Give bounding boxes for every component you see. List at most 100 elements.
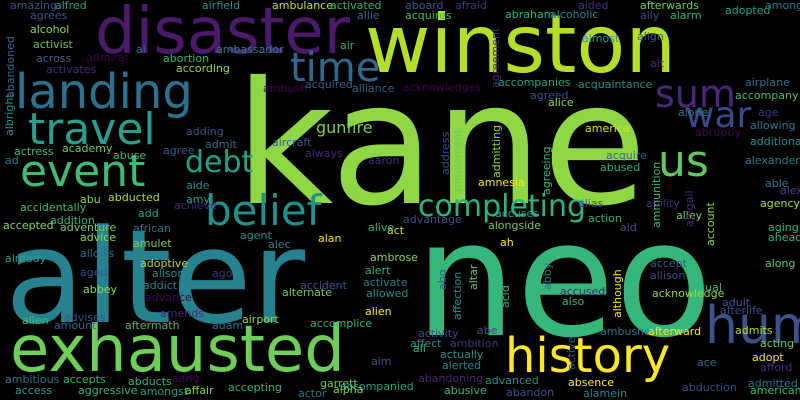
word: travel xyxy=(28,104,156,155)
word: aang xyxy=(172,372,200,385)
word: align xyxy=(637,30,664,43)
word: abduction xyxy=(682,381,737,394)
word: abducts xyxy=(128,375,172,388)
word: ago xyxy=(212,267,233,280)
word: human xyxy=(705,296,800,356)
word: ammunition xyxy=(650,161,663,228)
word: admiral xyxy=(86,51,128,64)
word: alpha xyxy=(333,383,364,396)
word: accepts xyxy=(63,373,106,386)
word: ambush xyxy=(263,82,308,95)
word: agrees xyxy=(30,9,68,22)
word: ambushed xyxy=(600,325,658,338)
word: amusement xyxy=(451,129,464,195)
word: ace xyxy=(697,356,717,369)
word: alone xyxy=(678,106,709,119)
word: gunfire xyxy=(316,118,373,137)
word: winston xyxy=(365,0,677,91)
word: abandoning xyxy=(418,372,484,385)
word: actor xyxy=(298,387,327,400)
word: amongst xyxy=(140,385,189,398)
word: disaster xyxy=(95,0,351,69)
word: afterlife xyxy=(720,304,763,317)
word: ahead xyxy=(768,231,800,244)
word: adopt xyxy=(752,351,784,364)
word: ah xyxy=(500,236,514,249)
word: agreed xyxy=(530,89,569,102)
word: address xyxy=(439,131,452,175)
word: affect xyxy=(410,337,442,350)
word: alice xyxy=(548,96,574,109)
word: adam xyxy=(212,319,244,332)
word: garrett xyxy=(320,377,358,390)
word: admits xyxy=(735,324,773,337)
word: accept xyxy=(650,257,687,270)
word: alamein xyxy=(583,387,628,400)
word: event xyxy=(20,146,146,197)
word: activated xyxy=(330,0,382,12)
word: activates xyxy=(46,63,97,76)
word: history xyxy=(505,328,671,384)
word: abusive xyxy=(444,384,487,397)
word: altar xyxy=(467,264,480,290)
word: alan xyxy=(318,232,342,245)
word: alien xyxy=(365,305,392,318)
word: alter xyxy=(5,201,306,353)
word: academy xyxy=(62,142,113,155)
word: activate xyxy=(363,276,408,289)
word: aim xyxy=(371,355,392,368)
word: admitting xyxy=(490,124,503,178)
word: allows xyxy=(80,247,115,260)
word: accused xyxy=(560,285,606,298)
word: alive xyxy=(368,221,395,234)
word: ambassador xyxy=(216,43,284,56)
word: airport xyxy=(242,313,279,326)
word: alcohol xyxy=(30,23,70,36)
word: advance xyxy=(145,291,192,304)
word: addict xyxy=(143,279,178,292)
word: accepting xyxy=(228,381,282,394)
word: advises xyxy=(64,311,106,324)
word: adding xyxy=(186,125,224,138)
word: alec xyxy=(268,238,291,251)
word: abducted xyxy=(108,191,160,204)
word: aging xyxy=(768,221,799,234)
word: activity xyxy=(418,327,459,340)
word: alongside xyxy=(488,219,542,232)
word: advantage xyxy=(403,213,462,226)
word: addition xyxy=(50,214,95,227)
word: aircraft xyxy=(272,136,312,149)
word: action xyxy=(588,212,622,225)
word: abigail xyxy=(683,190,696,227)
word: alfred xyxy=(55,0,87,12)
word: affection xyxy=(451,271,464,320)
word: afford xyxy=(760,361,793,374)
word: accompany xyxy=(735,89,799,102)
word: aide xyxy=(186,179,210,192)
word: allowed xyxy=(366,287,409,300)
word: neo xyxy=(415,186,713,373)
word: acknowledge xyxy=(652,287,725,300)
word: agent xyxy=(240,229,272,242)
word: aged xyxy=(80,266,108,279)
word: accuses xyxy=(495,207,540,220)
word: abbey xyxy=(83,283,117,296)
word: activist xyxy=(33,38,73,51)
word: acquaintance xyxy=(578,78,653,91)
word: alcoholic xyxy=(550,8,599,21)
word: agency xyxy=(760,197,800,210)
word: ambulance xyxy=(272,0,333,12)
word: ability xyxy=(646,197,680,210)
word: adopted xyxy=(725,4,771,17)
word: age xyxy=(758,106,779,119)
word: america xyxy=(585,122,630,135)
word: us xyxy=(658,136,709,187)
word: acting xyxy=(760,337,795,350)
word: ally xyxy=(640,9,660,22)
word: alerted xyxy=(442,359,482,372)
word: afterward xyxy=(648,325,702,338)
word: aided xyxy=(578,0,609,12)
word: ambitious xyxy=(5,373,60,386)
word: alexander xyxy=(745,154,800,167)
